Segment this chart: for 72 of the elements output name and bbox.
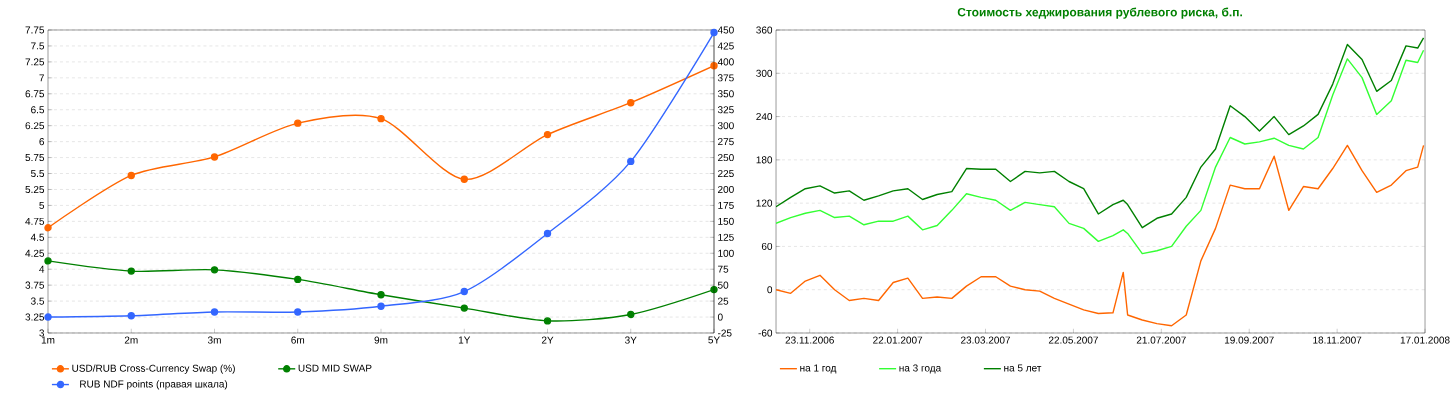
legend-label: RUB NDF points (правая шкала) — [80, 380, 228, 390]
legend-label: на 1 год — [800, 364, 837, 374]
y2-tick-label: 350 — [717, 90, 734, 98]
y-tick-label: 5 — [39, 201, 45, 209]
x-tick-label: 5Y — [708, 336, 720, 344]
y-tick-label: 360 — [756, 26, 773, 34]
x-tick-label: 17.01.2008 — [1400, 336, 1450, 344]
x-tick-label: 6m — [291, 336, 305, 344]
y2-tick-label: 75 — [718, 265, 729, 273]
y-tick-label: 3.25 — [25, 313, 45, 321]
y-tick-label: 6.5 — [31, 106, 45, 114]
y-tick-label: 4.25 — [25, 249, 45, 257]
y-tick-label: -60 — [758, 329, 773, 337]
y-tick-label: 5.5 — [31, 170, 45, 178]
legend-label: USD MID SWAP — [298, 364, 372, 372]
x-tick-label: 23.03.2007 — [960, 336, 1011, 344]
y2-tick-label: 0 — [717, 313, 723, 321]
y-tick-label: 3 — [39, 329, 45, 337]
y2-tick-label: 250 — [718, 154, 734, 162]
y-tick-label: 7.25 — [25, 58, 45, 66]
y2-tick-label: 200 — [718, 185, 734, 194]
y-tick-label: 3.75 — [25, 281, 45, 289]
y-tick-label: 3.5 — [30, 297, 45, 305]
x-tick-label: 3Y — [625, 336, 637, 344]
y2-tick-label: 400 — [717, 58, 734, 66]
y-tick-label: 5.75 — [25, 154, 45, 162]
y2-tick-label: 450 — [717, 26, 734, 34]
x-tick-label: 19.09.2007 — [1224, 336, 1274, 344]
x-tick-label: 1m — [41, 336, 55, 344]
y2-tick-label: -25 — [717, 329, 732, 337]
y2-tick-label: 25 — [718, 297, 729, 305]
x-tick-label: 18.11.2007 — [1313, 336, 1362, 344]
x-tick-label: 9m — [374, 336, 388, 344]
y-tick-label: 5.25 — [25, 185, 45, 194]
y2-tick-label: 325 — [717, 106, 734, 114]
y-tick-label: 300 — [756, 69, 773, 77]
legend-label: USD/RUB Cross-Currency Swap (%) — [72, 364, 235, 374]
y2-tick-label: 100 — [718, 249, 734, 257]
y-tick-label: 7.5 — [31, 42, 45, 50]
x-tick-label: 22.01.2007 — [873, 336, 923, 344]
y2-tick-label: 300 — [717, 122, 734, 130]
x-tick-label: 2Y — [541, 336, 554, 344]
x-tick-label: 3m — [207, 336, 221, 344]
x-tick-label: 22.05.2007 — [1048, 336, 1098, 344]
y2-tick-label: 125 — [718, 233, 734, 241]
y2-tick-label: 50 — [717, 281, 729, 289]
y2-tick-label: 375 — [717, 74, 734, 82]
y-tick-label: 6 — [39, 138, 45, 146]
y-tick-label: 6.25 — [25, 122, 45, 130]
y2-tick-label: 150 — [718, 217, 734, 225]
y-tick-label: 7 — [39, 74, 44, 82]
y-tick-label: 7.75 — [25, 26, 45, 34]
y-tick-label: 240 — [756, 113, 773, 121]
legend-label: на 5 лет — [1004, 364, 1042, 372]
y-tick-label: 60 — [761, 242, 773, 250]
legend-label: на 3 года — [899, 364, 942, 374]
y-tick-label: 6.75 — [25, 90, 45, 98]
x-tick-label: 1Y — [458, 336, 471, 344]
y-tick-label: 4.5 — [30, 233, 45, 241]
y2-tick-label: 425 — [717, 42, 734, 50]
y2-tick-label: 225 — [718, 169, 734, 178]
y-tick-label: 0 — [767, 286, 773, 294]
y2-tick-label: 175 — [718, 201, 734, 209]
chart-title: Стоимость хеджирования рублевого риска, б.п. — [957, 7, 1242, 19]
y-tick-label: 4 — [39, 265, 45, 273]
y2-tick-label: 275 — [718, 138, 734, 146]
x-tick-label: 21.07.2007 — [1136, 336, 1186, 344]
x-tick-label: 2m — [124, 336, 138, 344]
y-tick-label: 4.75 — [25, 217, 45, 225]
y-tick-label: 120 — [756, 199, 773, 207]
x-tick-label: 23.11.2006 — [785, 336, 834, 344]
y-tick-label: 180 — [756, 156, 773, 164]
